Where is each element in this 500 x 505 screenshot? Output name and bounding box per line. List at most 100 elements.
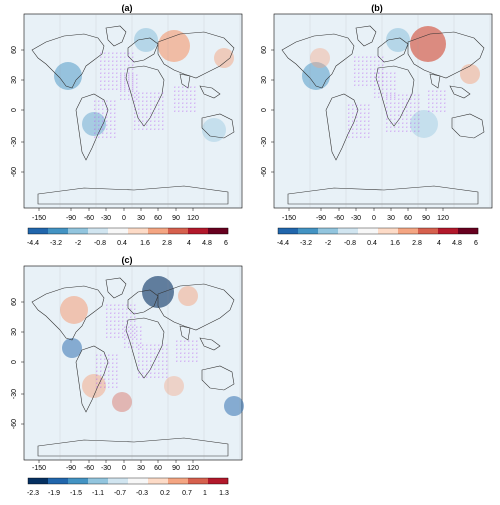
- significance-mark: x: [158, 343, 160, 347]
- significance-mark: x: [418, 93, 420, 97]
- significance-mark: x: [364, 103, 366, 107]
- significance-mark: x: [394, 97, 396, 101]
- significance-mark: x: [122, 311, 124, 315]
- significance-mark: x: [134, 123, 136, 127]
- coastline: [281, 33, 355, 89]
- significance-mark: x: [110, 131, 112, 135]
- significance-mark: x: [150, 367, 152, 371]
- significance-mark: x: [128, 85, 130, 89]
- significance-mark: x: [110, 315, 112, 319]
- significance-mark: x: [390, 93, 392, 97]
- significance-mark: x: [142, 351, 144, 355]
- significance-mark: x: [354, 75, 356, 79]
- significance-mark: x: [176, 347, 178, 351]
- significance-mark: x: [358, 79, 360, 83]
- significance-mark: x: [418, 117, 420, 121]
- significance-mark: x: [174, 97, 176, 101]
- significance-mark: x: [394, 101, 396, 105]
- significance-mark: x: [154, 107, 156, 111]
- significance-mark: x: [368, 115, 370, 119]
- significance-mark: x: [162, 367, 164, 371]
- significance-mark: x: [360, 123, 362, 127]
- x-tick-label: 0: [372, 215, 376, 222]
- colorbar-swatch: [208, 228, 229, 234]
- significance-mark: x: [110, 111, 112, 115]
- significance-mark: x: [94, 135, 96, 139]
- significance-mark: x: [362, 59, 364, 63]
- y-tick-label: -60: [261, 167, 268, 177]
- x-tick-label: 0: [122, 215, 126, 222]
- significance-mark: x: [126, 327, 128, 331]
- significance-mark: x: [402, 125, 404, 129]
- significance-mark: x: [128, 97, 130, 101]
- significance-mark: x: [360, 131, 362, 135]
- anomaly-region: [214, 48, 234, 68]
- map-frame: [273, 13, 493, 209]
- significance-mark: x: [94, 111, 96, 115]
- significance-mark: x: [102, 127, 104, 131]
- significance-mark: x: [124, 89, 126, 93]
- significance-mark: x: [146, 99, 148, 103]
- significance-mark: x: [368, 103, 370, 107]
- significance-mark: x: [128, 67, 130, 71]
- significance-mark: x: [432, 109, 434, 113]
- coastline: [199, 337, 221, 351]
- significance-mark: x: [440, 101, 442, 105]
- panel-a-colorbar-ticks: -4.4 -3.2 -2 -0.8 0.4 1.6 2.8 4 4.8 6: [27, 240, 228, 247]
- significance-mark: x: [162, 351, 164, 355]
- significance-mark: x: [114, 323, 116, 327]
- significance-mark: x: [174, 105, 176, 109]
- significance-mark: x: [100, 59, 102, 63]
- significance-mark: x: [358, 59, 360, 63]
- significance-mark: x: [104, 71, 106, 75]
- anomaly-region: [302, 62, 330, 90]
- significance-mark: x: [356, 115, 358, 119]
- significance-mark: x: [136, 81, 138, 85]
- significance-mark: x: [126, 331, 128, 335]
- significance-mark: x: [114, 123, 116, 127]
- significance-mark: x: [358, 55, 360, 59]
- significance-mark: x: [102, 107, 104, 111]
- significance-mark: x: [138, 363, 140, 367]
- significance-mark: x: [100, 373, 102, 377]
- significance-mark: x: [124, 93, 126, 97]
- significance-mark: x: [150, 371, 152, 375]
- significance-mark: x: [382, 71, 384, 75]
- significance-mark: x: [366, 83, 368, 87]
- colorbar-swatch: [88, 228, 109, 234]
- significance-mark: x: [406, 121, 408, 125]
- significance-mark: x: [402, 129, 404, 133]
- significance-mark: x: [154, 103, 156, 107]
- significance-mark: x: [146, 375, 148, 379]
- significance-mark: x: [354, 59, 356, 63]
- anomaly-region: [410, 110, 438, 138]
- coastline: [355, 25, 377, 47]
- significance-mark: x: [126, 307, 128, 311]
- significance-mark: x: [386, 71, 388, 75]
- significance-mark: x: [116, 357, 118, 361]
- significance-mark: x: [94, 115, 96, 119]
- significance-mark: x: [118, 331, 120, 335]
- significance-mark: x: [112, 369, 114, 373]
- significance-mark: x: [138, 375, 140, 379]
- significance-mark: x: [362, 67, 364, 71]
- significance-mark: x: [394, 129, 396, 133]
- significance-mark: x: [386, 121, 388, 125]
- significance-mark: x: [98, 123, 100, 127]
- significance-mark: x: [104, 353, 106, 357]
- anomaly-region: [62, 338, 82, 358]
- significance-mark: x: [348, 115, 350, 119]
- significance-mark: x: [366, 59, 368, 63]
- significance-mark: x: [146, 347, 148, 351]
- significance-mark: x: [374, 63, 376, 67]
- significance-mark: x: [436, 89, 438, 93]
- significance-mark: x: [190, 101, 192, 105]
- significance-mark: x: [138, 123, 140, 127]
- significance-mark: x: [196, 339, 198, 343]
- significance-mark: x: [382, 95, 384, 99]
- significance-mark: x: [414, 113, 416, 117]
- significance-mark: x: [102, 123, 104, 127]
- significance-mark: x: [114, 119, 116, 123]
- significance-mark: x: [128, 337, 130, 341]
- significance-mark: x: [382, 79, 384, 83]
